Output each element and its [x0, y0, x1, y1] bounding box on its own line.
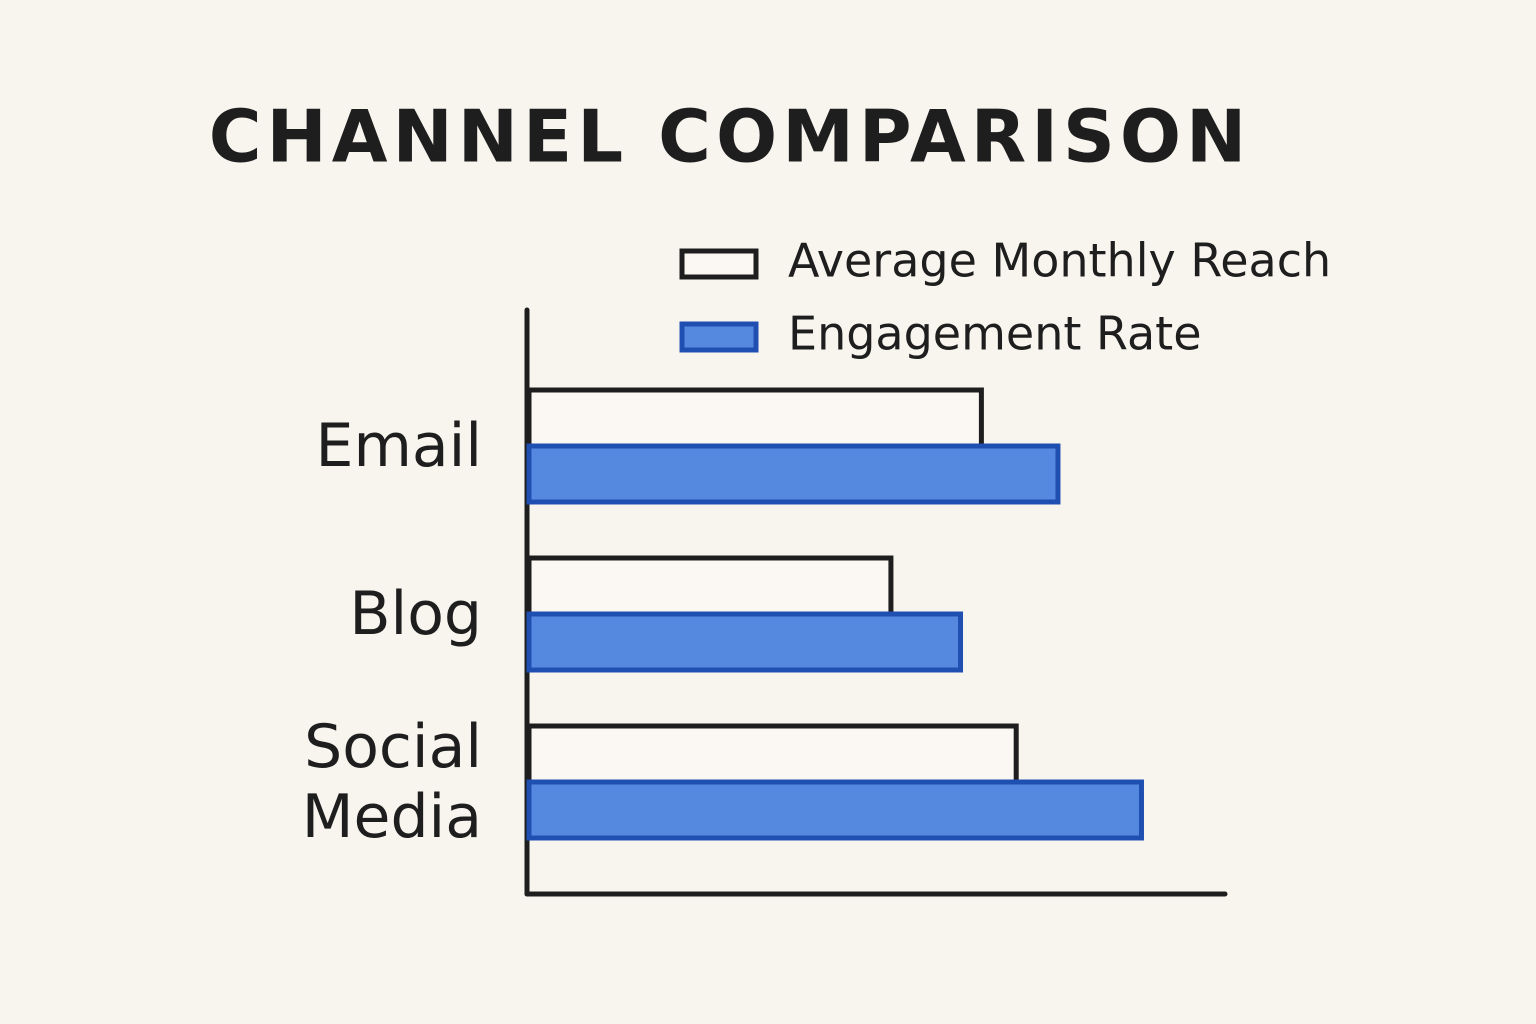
- y-tick-label: Blog: [349, 579, 482, 649]
- legend-label: Average Monthly Reach: [788, 234, 1331, 288]
- y-tick-label: Social Media: [301, 712, 482, 852]
- legend-swatch: [679, 321, 759, 353]
- y-tick-label: Email: [315, 411, 482, 481]
- bar: [526, 387, 984, 449]
- bar: [526, 555, 894, 617]
- legend-label: Engagement Rate: [788, 307, 1202, 361]
- bar: [526, 611, 964, 673]
- bar: [526, 779, 1144, 841]
- bar: [526, 723, 1019, 785]
- bar: [526, 443, 1061, 505]
- chart-title: CHANNEL COMPARISON: [209, 95, 1252, 179]
- legend-swatch: [679, 248, 759, 280]
